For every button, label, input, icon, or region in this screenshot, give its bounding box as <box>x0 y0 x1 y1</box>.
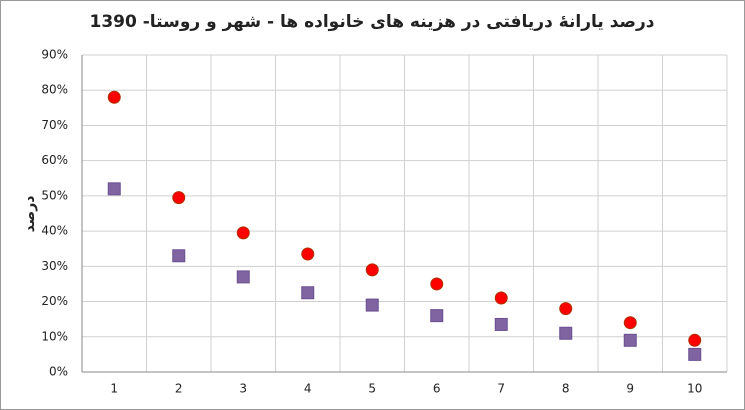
marker <box>623 333 637 347</box>
x-tick-label: 10 <box>687 382 702 396</box>
marker <box>623 316 637 330</box>
marker <box>688 347 702 361</box>
marker <box>236 270 250 284</box>
marker <box>365 298 379 312</box>
y-tick-label: 30% <box>41 259 68 273</box>
marker <box>559 302 573 316</box>
y-tick-label: 70% <box>41 118 68 132</box>
x-tick-label: 6 <box>433 382 441 396</box>
x-tick-label: 9 <box>626 382 634 396</box>
marker <box>430 277 444 291</box>
x-tick-label: 5 <box>368 382 376 396</box>
x-tick-label: 4 <box>304 382 312 396</box>
x-tick-label: 7 <box>497 382 505 396</box>
marker <box>559 326 573 340</box>
y-tick-label: 40% <box>41 224 68 238</box>
y-tick-label: 0% <box>49 365 68 379</box>
marker <box>365 263 379 277</box>
y-tick-label: 60% <box>41 153 68 167</box>
marker <box>494 291 508 305</box>
x-tick-label: 8 <box>562 382 570 396</box>
y-tick-label: 80% <box>41 83 68 97</box>
marker <box>494 317 508 331</box>
marker <box>107 182 121 196</box>
marker <box>430 309 444 323</box>
y-axis-label: درصد <box>22 196 38 233</box>
marker <box>688 333 702 347</box>
x-tick-label: 1 <box>110 382 118 396</box>
marker <box>236 226 250 240</box>
y-tick-label: 50% <box>41 188 68 202</box>
marker <box>107 90 121 104</box>
chart-title: درصد یارانهٔ دریافتی در هزینه های خانواد… <box>89 12 654 32</box>
x-tick-label: 2 <box>175 382 183 396</box>
marker <box>301 247 315 261</box>
y-tick-label: 10% <box>41 329 68 343</box>
y-tick-label: 20% <box>41 294 68 308</box>
x-tick-label: 3 <box>239 382 247 396</box>
marker <box>301 286 315 300</box>
y-tick-label: 90% <box>41 48 68 62</box>
marker <box>172 191 186 205</box>
marker <box>172 249 186 263</box>
